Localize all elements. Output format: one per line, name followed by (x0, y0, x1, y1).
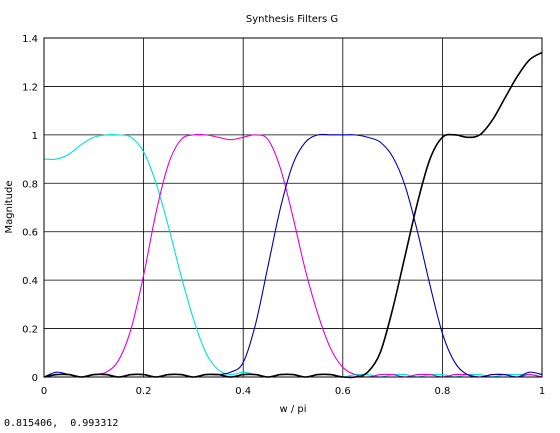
x-tick-label: 0.4 (235, 386, 251, 397)
x-tick-label: 0 (41, 386, 47, 397)
y-tick-label: 0.2 (22, 325, 38, 336)
y-tick-label: 1 (32, 131, 38, 142)
y-tick-label: 1.4 (22, 34, 38, 45)
x-tick-label: 0.2 (136, 386, 152, 397)
cursor-coordinates: 0.815406, 0.993312 (4, 418, 119, 429)
series-line-1 (43, 134, 543, 378)
x-tick-labels: 0 0.2 0.4 0.6 0.8 1 (41, 386, 545, 397)
y-tick-label: 0.8 (22, 179, 38, 190)
grid (43, 37, 543, 378)
y-tick-label: 0.4 (22, 276, 38, 287)
series-line-4 (43, 51, 543, 379)
chart-title: Synthesis Filters G (246, 14, 338, 25)
x-tick-label: 1 (539, 386, 545, 397)
y-tick-label: 0.6 (22, 228, 38, 239)
x-tick-label: 0.8 (434, 386, 450, 397)
y-tick-labels: 0 0.2 0.4 0.6 0.8 1 1.2 1.4 (22, 34, 38, 384)
series-line-3 (43, 133, 543, 378)
x-axis-label: w / pi (279, 404, 306, 415)
y-tick-label: 0 (32, 373, 38, 384)
plot-frame (43, 37, 543, 378)
x-tick-label: 0.6 (335, 386, 351, 397)
series-line-2 (43, 133, 543, 378)
y-axis-label: Magnitude (4, 181, 15, 234)
y-tick-label: 1.2 (22, 82, 38, 93)
